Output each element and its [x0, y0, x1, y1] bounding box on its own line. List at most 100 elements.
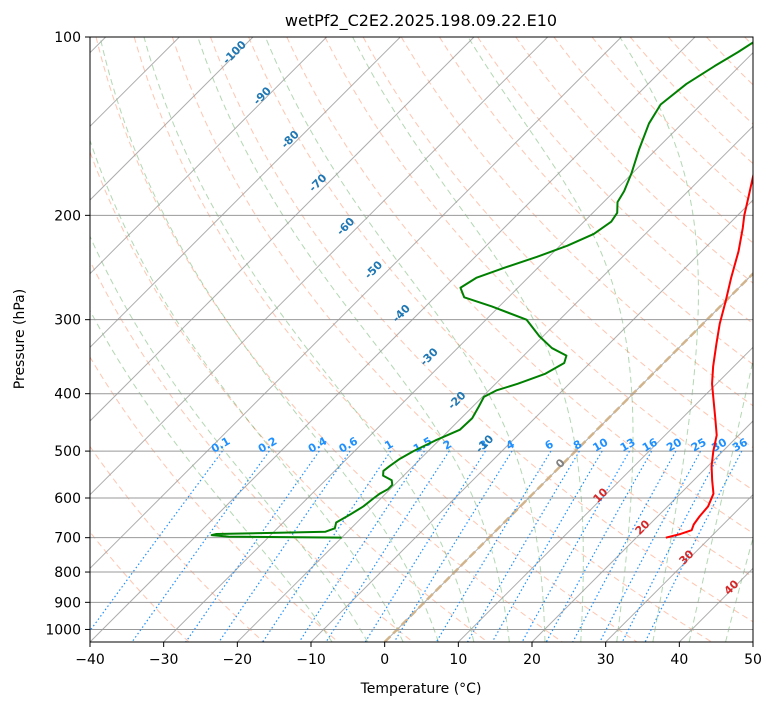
moist-adiabat-label: 10: [591, 485, 611, 505]
mixing-ratio-line: [435, 450, 552, 642]
x-axis-ticks: −40 −30 −20 −10 0 10 20 30 40 50: [75, 642, 762, 668]
dry-adiabat-line: [90, 531, 190, 642]
mixing-ratio-line: [262, 450, 392, 642]
dry-adiabat-line: [324, 37, 753, 491]
moist-adiabat-label: 40: [722, 577, 742, 597]
background-line-labels: 0.1 0.2 0.4 0.6 1 1.5 2 3 4 6 8 10 13 16 20 25 30 36-100-…: [209, 38, 750, 598]
dry-adiabats: [90, 37, 753, 642]
dry-adiabat-label: -100: [220, 38, 249, 67]
isotherm-grid: [90, 37, 753, 642]
x-tick-label: −10: [296, 652, 326, 668]
mixing-ratio-label: 20: [664, 435, 684, 454]
isotherm-line: [457, 346, 753, 642]
dry-adiabat-line: [248, 37, 753, 578]
moist-adiabats: [90, 37, 753, 642]
x-tick-label: 20: [523, 652, 541, 668]
dry-adiabat-line: [95, 37, 563, 642]
mixing-ratio-line: [599, 450, 702, 642]
mixing-ratio-line: [90, 450, 223, 632]
dry-adiabat-line: [90, 259, 414, 642]
y-tick-label: 500: [54, 444, 81, 460]
moist-adiabat-line: [467, 37, 634, 642]
x-tick-label: 50: [744, 652, 762, 668]
moist-adiabat-line: [688, 357, 753, 642]
moist-adiabat-line: [90, 138, 404, 642]
dry-adiabat-line: [210, 37, 753, 623]
mixing-ratio-label: 0.6: [337, 434, 361, 455]
temperature-profile-line: [665, 171, 753, 539]
dry-adiabat-label: -30: [418, 345, 441, 368]
moist-adiabat-line: [197, 37, 510, 642]
mixing-ratio-line: [521, 450, 631, 642]
isotherm-line: [531, 420, 753, 642]
mixing-ratio-label: 25: [689, 436, 709, 455]
mixing-ratio-label: 1: [382, 438, 395, 453]
isotherm-line: [90, 37, 622, 570]
y-tick-label: 1000: [45, 622, 81, 638]
mixing-ratio-label: 4: [504, 437, 517, 452]
moist-adiabat-line: [99, 37, 439, 642]
isobar-grid: [90, 37, 753, 630]
chart-title: wetPf2_C2E2.2025.198.09.22.E10: [285, 11, 557, 31]
isotherm-line: [236, 125, 753, 642]
moist-adiabat-line: [90, 309, 333, 642]
y-tick-label: 900: [54, 595, 81, 611]
moist-adiabat-label: 20: [633, 517, 653, 537]
plot-frame: [89, 36, 754, 643]
dry-adiabat-label: -10: [473, 432, 496, 455]
sounding-series: [210, 41, 753, 539]
dry-adiabat-line: [439, 37, 753, 366]
dry-adiabat-line: [133, 37, 638, 642]
dry-adiabat-line: [553, 37, 753, 244]
x-tick-label: −20: [223, 652, 253, 668]
isotherm-line: [90, 37, 475, 422]
isotherm-line: [90, 37, 401, 349]
mixing-ratio-line: [218, 450, 351, 642]
mixing-ratio-line: [131, 450, 270, 642]
moist-adiabat-line: [352, 37, 584, 642]
dry-adiabat-line: [90, 150, 488, 642]
isotherm-line: [163, 51, 753, 642]
mixing-ratio-label: 0.4: [306, 434, 330, 455]
zero-isotherm-line: [383, 271, 753, 642]
mixing-ratio-label: 2: [441, 438, 454, 453]
moist-adiabat-label: 0: [553, 456, 568, 471]
x-tick-label: 0: [380, 652, 389, 668]
mixing-ratio-line: [393, 450, 513, 642]
y-tick-label: 800: [54, 565, 81, 581]
mixing-ratio-label: 0.1: [209, 435, 232, 456]
isotherm-line: [752, 641, 753, 642]
mixing-ratio-line: [644, 450, 743, 642]
dry-adiabat-label: -50: [362, 258, 385, 281]
mixing-ratio-line: [621, 450, 722, 642]
mixing-ratio-label: 6: [543, 437, 556, 452]
dry-adiabat-line: [477, 37, 753, 325]
mixing-ratio-label: 16: [640, 435, 660, 454]
x-tick-label: 10: [449, 652, 467, 668]
moist-adiabat-line: [264, 37, 546, 642]
dry-adiabat-line: [90, 356, 339, 642]
moist-adiabat-line: [90, 235, 369, 642]
y-tick-label: 300: [54, 313, 81, 329]
isotherm-line: [90, 37, 696, 642]
y-tick-label: 200: [54, 208, 81, 224]
moist-adiabat-line: [725, 536, 753, 642]
mixing-ratio-label: 13: [618, 436, 638, 455]
moist-adiabat-line: [619, 37, 699, 642]
isotherm-line: [90, 37, 254, 201]
y-tick-label: 600: [54, 491, 81, 507]
mixing-ratio-line: [298, 450, 425, 642]
y-axis-title: Pressure (hPa): [12, 289, 28, 389]
x-tick-label: −40: [75, 652, 105, 668]
dry-adiabat-label: -20: [445, 389, 468, 412]
x-tick-label: 40: [670, 652, 688, 668]
dry-adiabat-line: [90, 445, 264, 642]
dry-adiabat-label: -70: [306, 171, 329, 194]
x-tick-label: 30: [597, 652, 615, 668]
isotherm-line: [605, 493, 753, 642]
moist-adiabat-label: 30: [677, 547, 697, 567]
x-tick-label: −30: [149, 652, 179, 668]
y-tick-label: 400: [54, 387, 81, 403]
y-tick-label: 100: [54, 30, 81, 46]
